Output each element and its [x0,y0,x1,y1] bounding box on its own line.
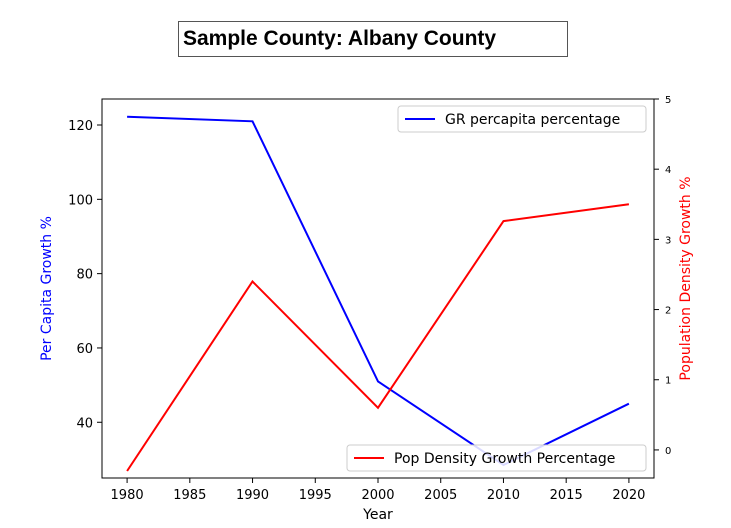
series-line-gr-percapita [127,115,630,467]
x-tick-label: 2020 [612,488,645,503]
left-y-axis-label: Per Capita Growth % [39,216,55,361]
plot-frame [101,98,655,479]
x-tick-label: 2005 [424,488,457,503]
left-y-tick-label: 100 [68,193,93,208]
x-tick-label: 1990 [236,488,269,503]
legend-label: GR percapita percentage [445,112,620,128]
x-tick-label: 1995 [299,488,332,503]
legend-pop-density: Pop Density Growth Percentage [346,444,647,472]
x-axis-label: Year [362,507,393,523]
axes-layer: 1980 1985 1990 1995 2000 2005 2010 2015 2020Year… [39,95,694,523]
x-tick-label: 1985 [173,488,206,503]
legend-layer: GR percapita percentage Pop Density Growt… [346,105,647,472]
right-y-tick-label: 4 [665,165,671,176]
x-tick-label: 2010 [487,488,520,503]
chart-title: Sample County: Albany County [178,21,568,57]
left-y-tick-label: 80 [76,268,93,283]
legend-gr-percapita: GR percapita percentage [397,105,647,133]
legend-box [346,444,647,472]
x-tick-label: 2000 [361,488,394,503]
left-y-tick-label: 40 [76,416,93,431]
x-tick-label: 1980 [111,488,144,503]
series-line-pop-density [126,203,630,472]
legend-label: Pop Density Growth Percentage [394,451,615,467]
right-y-axis-label: Population Density Growth % [678,176,694,380]
right-y-tick-label: 5 [665,95,671,106]
right-y-tick-label: 2 [665,306,671,317]
series-layer [126,115,630,472]
right-y-tick-label: 0 [665,446,671,457]
left-y-tick-label: 120 [68,119,93,134]
left-y-tick-label: 60 [76,342,93,357]
legend-box [397,105,647,133]
right-y-tick-label: 1 [665,376,671,387]
right-y-tick-label: 3 [665,235,671,246]
x-tick-label: 2015 [550,488,583,503]
